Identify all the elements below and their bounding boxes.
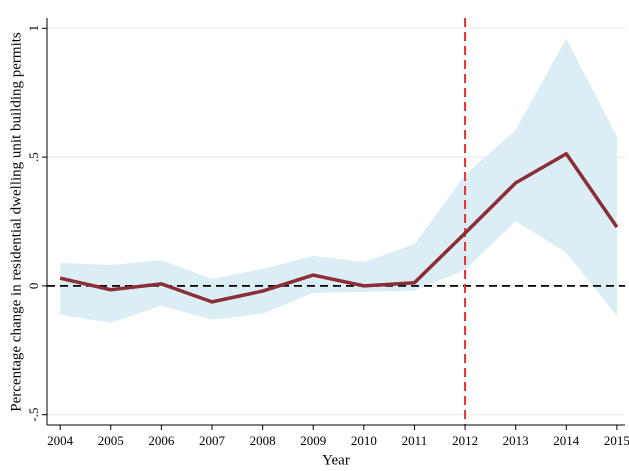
confidence-band: [60, 38, 617, 323]
x-tick-label: 2009: [300, 433, 326, 448]
x-tick-label: 2013: [503, 433, 529, 448]
x-tick-label: 2007: [199, 433, 226, 448]
x-tick-label: 2006: [148, 433, 175, 448]
x-axis-label: Year: [322, 452, 350, 468]
y-axis-label: Percentage change in residential dwellin…: [8, 32, 24, 412]
y-tick-label: 0: [26, 283, 41, 290]
x-tick-label: 2014: [553, 433, 580, 448]
x-tick-label: 2011: [402, 433, 428, 448]
x-tick-label: 2008: [250, 433, 276, 448]
y-tick-label: -.5: [26, 408, 41, 422]
x-tick-label: 2005: [98, 433, 124, 448]
estimate-line: [59, 152, 619, 304]
y-tick-label: .5: [26, 152, 41, 162]
x-tick-label: 2012: [452, 433, 478, 448]
x-tick-label: 2010: [351, 433, 377, 448]
x-tick-label: 2015: [604, 433, 629, 448]
y-tick-label: 1: [26, 25, 41, 32]
x-tick-label: 2004: [47, 433, 74, 448]
